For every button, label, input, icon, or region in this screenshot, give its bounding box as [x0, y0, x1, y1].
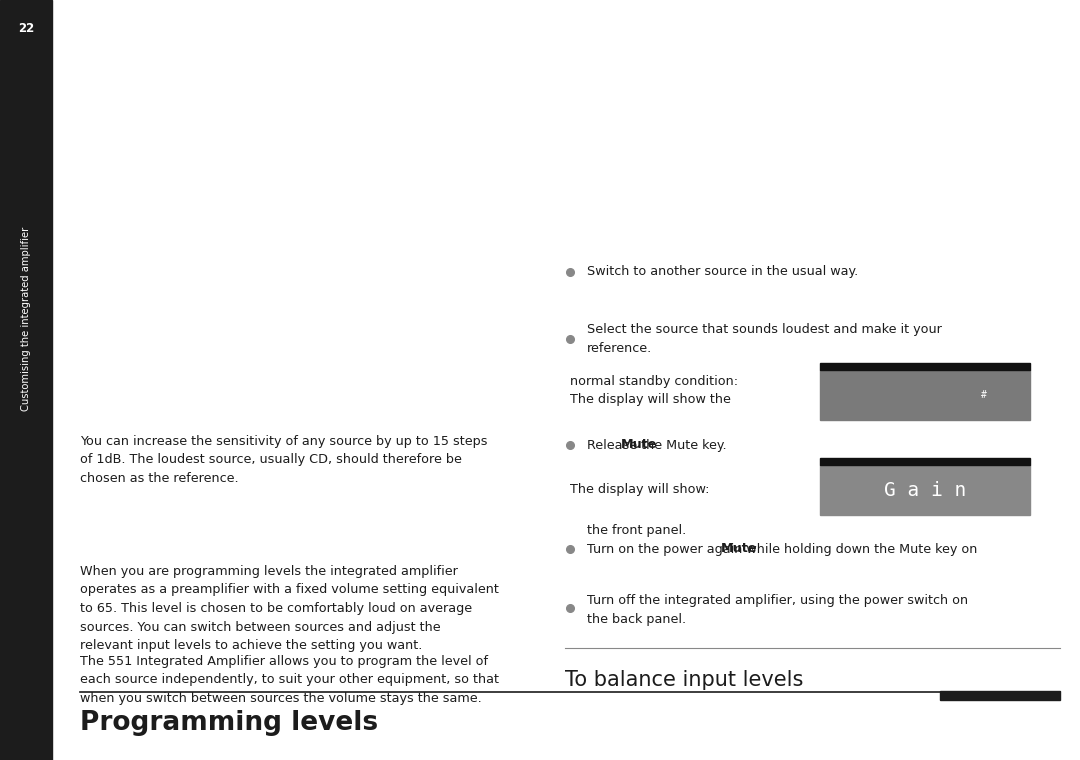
Text: Customising the integrated amplifier: Customising the integrated amplifier [21, 227, 31, 411]
Text: Mute: Mute [621, 439, 658, 451]
Text: To balance input levels: To balance input levels [565, 670, 804, 690]
Text: The display will show:: The display will show: [570, 483, 710, 496]
Text: Switch to another source in the usual way.: Switch to another source in the usual wa… [588, 265, 859, 278]
Text: the front panel.: the front panel. [588, 524, 686, 537]
Bar [820, 458, 1030, 465]
Bar [0, 0, 52, 760]
Text: The display will show the: The display will show the [570, 394, 731, 407]
Text: normal standby condition:: normal standby condition: [570, 375, 738, 388]
Text: Turn on the power again while holding down the Mute key on: Turn on the power again while holding do… [588, 543, 977, 556]
Text: Mute: Mute [720, 543, 757, 556]
Text: Release the Mute key.: Release the Mute key. [588, 439, 727, 451]
Text: Turn off the integrated amplifier, using the power switch on
the back panel.: Turn off the integrated amplifier, using… [588, 594, 968, 625]
Bar [940, 691, 1059, 700]
Text: The 551 Integrated Amplifier allows you to program the level of
each source inde: The 551 Integrated Amplifier allows you … [80, 655, 499, 705]
Text: #: # [981, 390, 987, 400]
Bar [820, 465, 1030, 515]
Bar [820, 370, 1030, 420]
Text: Select the source that sounds loudest and make it your
reference.: Select the source that sounds loudest an… [588, 323, 942, 355]
Text: When you are programming levels the integrated amplifier
operates as a preamplif: When you are programming levels the inte… [80, 565, 499, 652]
Bar [820, 363, 1030, 370]
Text: 22: 22 [18, 21, 35, 34]
Text: You can increase the sensitivity of any source by up to 15 steps
of 1dB. The lou: You can increase the sensitivity of any … [80, 435, 487, 485]
Text: G a i n: G a i n [883, 480, 967, 499]
Text: Programming levels: Programming levels [80, 710, 378, 736]
